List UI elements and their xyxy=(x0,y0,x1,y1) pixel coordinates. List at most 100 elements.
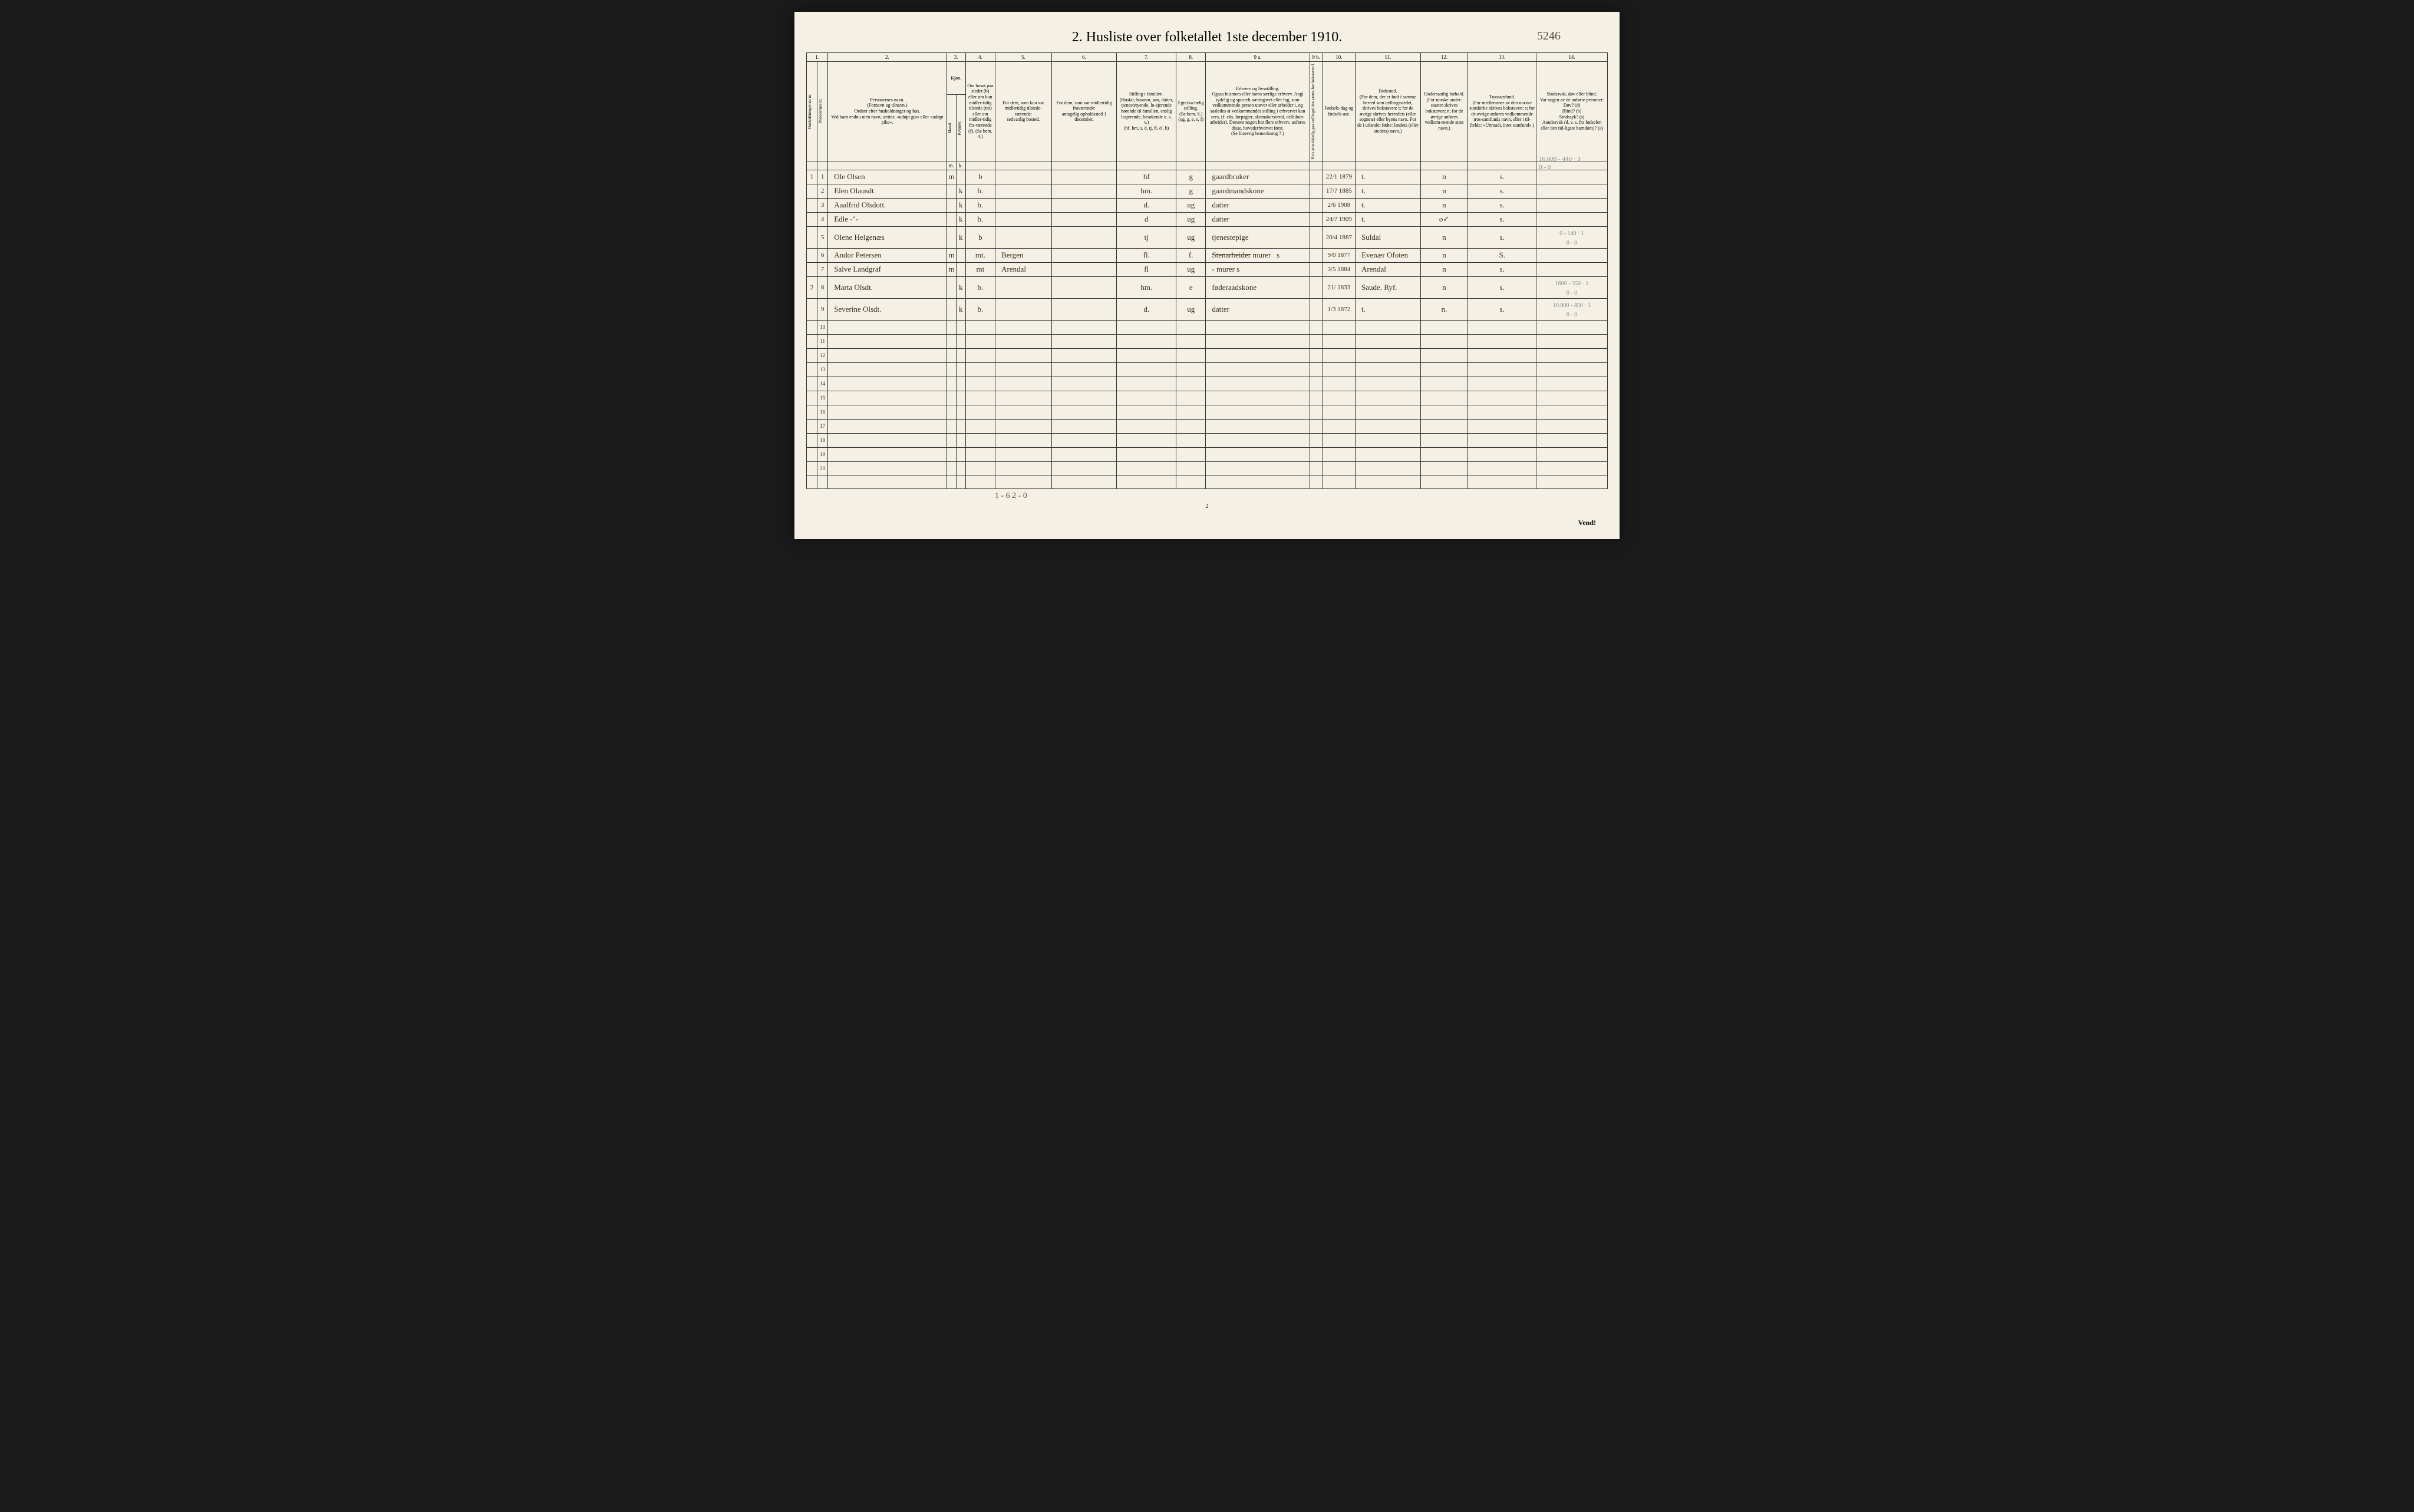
cell-marital: g xyxy=(1176,170,1206,184)
cell-person-nr: 12 xyxy=(817,348,828,362)
cell-female: k xyxy=(956,198,965,212)
table-row-empty: 15 xyxy=(807,391,1608,405)
cell-temp-absent xyxy=(1051,248,1117,262)
cell-person-nr: 3 xyxy=(817,198,828,212)
cell-temp-absent xyxy=(1051,276,1117,298)
page-title: 2. Husliste over folketallet 1ste decemb… xyxy=(1072,29,1343,45)
cell-birthdate: 9/0 1877 xyxy=(1323,248,1355,262)
colnum-11: 11. xyxy=(1356,53,1421,62)
cell-birthplace: Suldal xyxy=(1356,226,1421,248)
cell-occupation: gaardbruker xyxy=(1206,170,1310,184)
cell-disability xyxy=(1536,212,1608,226)
cell-residence: b. xyxy=(965,298,995,320)
cell-male: m xyxy=(947,262,956,276)
cell-temp-absent xyxy=(1051,226,1117,248)
cell-residence: mt. xyxy=(965,248,995,262)
cell-household xyxy=(807,377,817,391)
hdr-male: Mænd. xyxy=(947,95,956,161)
cell-male xyxy=(947,212,956,226)
cell-family-position: d. xyxy=(1117,298,1176,320)
cell-household xyxy=(807,212,817,226)
cell-household xyxy=(807,320,817,334)
cell-household xyxy=(807,248,817,262)
cell-birthdate: 24/? 1909 xyxy=(1323,212,1355,226)
bottom-tally: 1 - 6 2 - 0 xyxy=(806,491,1608,501)
cell-residence: b xyxy=(965,226,995,248)
cell-male: m xyxy=(947,170,956,184)
cell-unemployed xyxy=(1310,170,1323,184)
cell-name: Ole Olsen xyxy=(828,170,947,184)
cell-name: Aaalfrid Olsdott. xyxy=(828,198,947,212)
cell-name: Marta Olsdt. xyxy=(828,276,947,298)
cell-unemployed xyxy=(1310,212,1323,226)
cell-nationality: n xyxy=(1420,248,1468,262)
hdr-name: Personernes navn. (Fornavn og tilnavn.) … xyxy=(828,62,947,161)
cell-religion: s. xyxy=(1468,212,1536,226)
cell-family-position: tj xyxy=(1117,226,1176,248)
hdr-unemployed: Hvis arbeidsledig paa tællingstiden sætt… xyxy=(1310,62,1323,161)
cell-unemployed xyxy=(1310,184,1323,198)
colnum-8: 8. xyxy=(1176,53,1206,62)
cell-unemployed xyxy=(1310,276,1323,298)
cell-unemployed xyxy=(1310,226,1323,248)
table-row-empty: 16 xyxy=(807,405,1608,419)
cell-occupation: - murer s xyxy=(1206,262,1310,276)
colnum-5: 5. xyxy=(995,53,1052,62)
cell-temp-present xyxy=(995,184,1052,198)
label-k: k. xyxy=(956,161,965,170)
cell-religion: s. xyxy=(1468,184,1536,198)
cell-male xyxy=(947,276,956,298)
cell-person-nr: 17 xyxy=(817,419,828,433)
colnum-7: 7. xyxy=(1117,53,1176,62)
cell-person-nr: 8 xyxy=(817,276,828,298)
cell-person-nr: 2 xyxy=(817,184,828,198)
cell-temp-absent xyxy=(1051,198,1117,212)
hdr-household-nr: Husholdningernes nr. xyxy=(807,62,817,161)
table-row: 3Aaalfrid Olsdott.kb.d.ugdatter2/6 1908t… xyxy=(807,198,1608,212)
cell-disability: 0 - 140 · 1 0 - 0 xyxy=(1536,226,1608,248)
label-m: m. xyxy=(947,161,956,170)
table-row: 6Andor Petersenmmt.Bergenfl.f.Stenarbeid… xyxy=(807,248,1608,262)
cell-religion: s. xyxy=(1468,276,1536,298)
cell-household xyxy=(807,362,817,377)
hdr-nationality: Undersaatlig forhold. (For norske under-… xyxy=(1420,62,1468,161)
title-row: 2. Husliste over folketallet 1ste decemb… xyxy=(806,29,1608,45)
cell-birthplace: t. xyxy=(1356,184,1421,198)
cell-female: k xyxy=(956,212,965,226)
hdr-female: Kvinder. xyxy=(956,95,965,161)
cell-temp-present: Bergen xyxy=(995,248,1052,262)
cell-birthdate: 20/4 1887 xyxy=(1323,226,1355,248)
cell-birthdate: 3/5 1884 xyxy=(1323,262,1355,276)
vend-label: Vend! xyxy=(1578,519,1596,527)
cell-occupation: gaardmandskone xyxy=(1206,184,1310,198)
table-row-empty: 17 xyxy=(807,419,1608,433)
cell-female: k xyxy=(956,276,965,298)
cell-person-nr: 5 xyxy=(817,226,828,248)
cell-temp-absent xyxy=(1051,298,1117,320)
cell-nationality: o✓ xyxy=(1420,212,1468,226)
cell-occupation: datter xyxy=(1206,298,1310,320)
cell-temp-present xyxy=(995,226,1052,248)
cell-disability: 10.800 - 450 · 1 0 - 0 xyxy=(1536,298,1608,320)
cell-birthdate: 2/6 1908 xyxy=(1323,198,1355,212)
cell-unemployed xyxy=(1310,248,1323,262)
cell-occupation: datter xyxy=(1206,212,1310,226)
cell-temp-present xyxy=(995,298,1052,320)
cell-name: Severine Olsdt. xyxy=(828,298,947,320)
cell-birthdate: 22/1 1879 xyxy=(1323,170,1355,184)
cell-household xyxy=(807,262,817,276)
cell-residence: b. xyxy=(965,212,995,226)
cell-marital: ug xyxy=(1176,298,1206,320)
table-row-empty: 11 xyxy=(807,334,1608,348)
cell-temp-present xyxy=(995,198,1052,212)
cell-name: Andor Petersen xyxy=(828,248,947,262)
hdr-disability: Sindssvak, døv eller blind. Var nogen av… xyxy=(1536,62,1608,161)
table-row-empty: 18 xyxy=(807,433,1608,447)
cell-household xyxy=(807,348,817,362)
census-page: 2. Husliste over folketallet 1ste decemb… xyxy=(794,12,1620,539)
cell-marital: f. xyxy=(1176,248,1206,262)
cell-family-position: hm. xyxy=(1117,276,1176,298)
cell-female: k xyxy=(956,226,965,248)
cell-nationality: n xyxy=(1420,276,1468,298)
cell-unemployed xyxy=(1310,198,1323,212)
